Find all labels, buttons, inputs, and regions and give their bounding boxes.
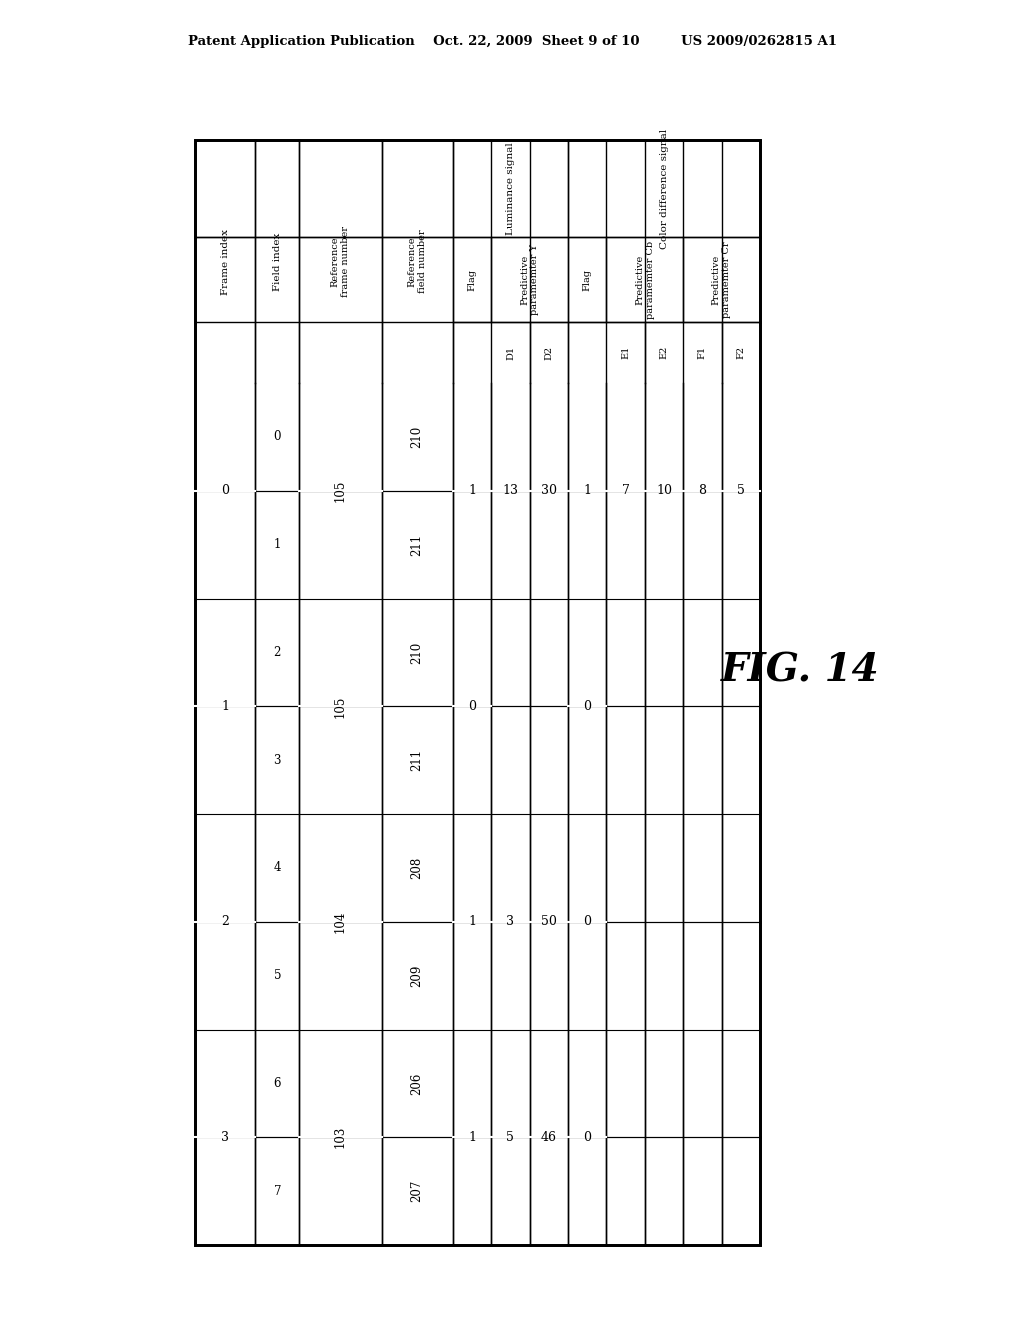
Text: 1: 1 [584,484,591,498]
Text: Flag: Flag [468,269,476,290]
Text: Field index: Field index [272,232,282,290]
Text: 1: 1 [273,539,281,552]
Text: E1: E1 [622,346,630,359]
Text: 10: 10 [656,484,672,498]
Text: 46: 46 [541,1131,557,1143]
Bar [195,140,760,1245]
Text: 209: 209 [411,965,424,987]
Text: 3: 3 [273,754,281,767]
Text: 1: 1 [468,1131,476,1143]
Text: 50: 50 [541,915,557,928]
Text: 3: 3 [507,915,514,928]
Text: 3: 3 [221,1131,229,1143]
Text: 210: 210 [411,426,424,447]
Text: E2: E2 [659,346,669,359]
Text: F2: F2 [736,346,745,359]
Text: 208: 208 [411,857,424,879]
Text: 1: 1 [221,700,229,713]
Text: 211: 211 [411,750,424,771]
Text: 210: 210 [411,642,424,664]
Text: Frame index: Frame index [220,228,229,294]
Text: Predictive
paramemter Cb: Predictive paramemter Cb [635,240,654,319]
Text: 8: 8 [698,484,707,498]
Text: D1: D1 [506,346,515,360]
Text: Predictive
paramemter Y: Predictive paramemter Y [520,244,540,315]
Text: 206: 206 [411,1072,424,1094]
Text: 7: 7 [622,484,630,498]
Text: 1: 1 [468,915,476,928]
Text: 4: 4 [273,862,281,874]
Text: 0: 0 [584,915,591,928]
Text: Reference
field number: Reference field number [408,230,427,293]
Text: 1: 1 [468,484,476,498]
Text: 207: 207 [411,1180,424,1203]
Text: Patent Application Publication    Oct. 22, 2009  Sheet 9 of 10         US 2009/0: Patent Application Publication Oct. 22, … [187,36,837,49]
Text: 0: 0 [273,430,281,444]
Text: F1: F1 [698,346,707,359]
Text: Color difference signal: Color difference signal [659,128,669,248]
Text: 0: 0 [468,700,476,713]
Text: 2: 2 [273,645,281,659]
Text: 211: 211 [411,533,424,556]
Text: 0: 0 [221,484,229,498]
Text: 105: 105 [334,696,347,718]
Text: 0: 0 [584,700,591,713]
Text: Reference
frame number: Reference frame number [331,226,350,297]
Bar [195,140,760,1245]
Text: D2: D2 [545,346,553,360]
Text: 5: 5 [737,484,744,498]
Text: 5: 5 [273,969,281,982]
Text: 103: 103 [334,1126,347,1148]
Text: FIG. 14: FIG. 14 [721,651,880,689]
Text: 6: 6 [273,1077,281,1090]
Text: Predictive
paramemter Cr: Predictive paramemter Cr [712,242,731,318]
Text: Luminance signal: Luminance signal [506,143,515,235]
Text: 13: 13 [503,484,518,498]
Text: 5: 5 [507,1131,514,1143]
Text: 30: 30 [541,484,557,498]
Text: 105: 105 [334,479,347,502]
Text: Flag: Flag [583,269,592,290]
Text: 104: 104 [334,911,347,933]
Text: 2: 2 [221,915,229,928]
Text: 7: 7 [273,1184,281,1197]
Text: 0: 0 [584,1131,591,1143]
